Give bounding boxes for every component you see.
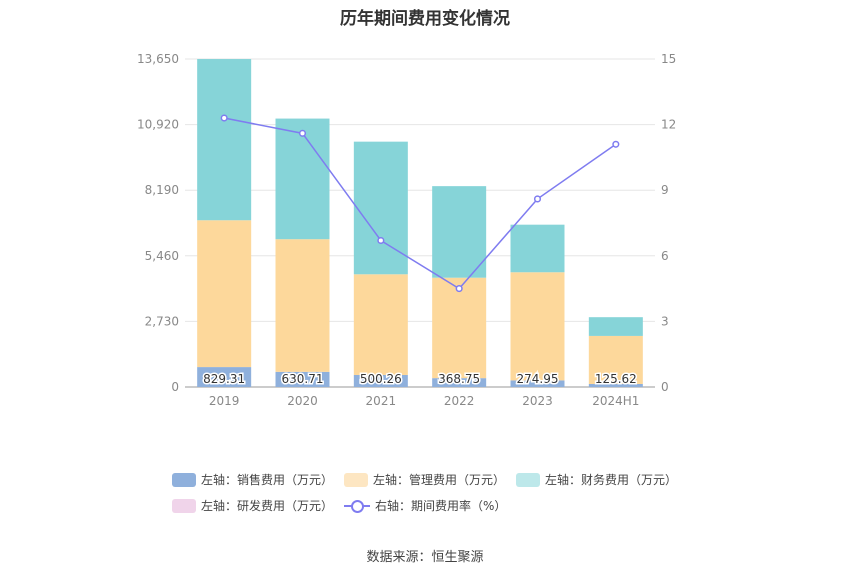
x-tick-label: 2021 (366, 394, 397, 408)
legend-label-rd: 左轴：研发费用（万元） (201, 499, 334, 513)
legend-swatch-finance (516, 472, 540, 487)
bar-segment (353, 274, 408, 375)
rate-point (455, 285, 463, 293)
x-tick-label: 2023 (522, 394, 553, 408)
legend-item-finance[interactable]: 左轴：财务费用（万元） (516, 471, 677, 488)
x-tick-label: 2024H1 (592, 394, 639, 408)
y-left-tick-label: 13,650 (137, 52, 179, 66)
rate-point (377, 236, 385, 245)
legend-swatch-admin (344, 472, 368, 487)
data-label-sales: 125.62 (595, 372, 637, 386)
legend-swatch-rd (172, 498, 196, 513)
bar-segment (275, 118, 330, 240)
data-label-sales: 274.95 (517, 372, 559, 386)
legend-item-rd[interactable]: 左轴：研发费用（万元） (172, 497, 333, 514)
legend-item-rate[interactable]: 右轴：期间费用率（%） (344, 497, 506, 514)
rate-point (612, 140, 620, 148)
y-right-tick-label: 6 (661, 249, 669, 263)
bar-segment (275, 239, 330, 372)
bar-segment (197, 220, 252, 368)
bar-segment (588, 317, 643, 336)
legend-label-admin: 左轴：管理费用（万元） (373, 473, 506, 487)
legend-item-admin[interactable]: 左轴：管理费用（万元） (344, 471, 505, 488)
data-source: 数据来源：恒生聚源 (366, 550, 484, 565)
bar-segment (353, 141, 408, 275)
y-right-tick-label: 3 (661, 314, 669, 328)
data-label-sales: 368.75 (438, 372, 480, 386)
legend-item-sales[interactable]: 左轴：销售费用（万元） (172, 471, 333, 488)
y-right-tick-label: 12 (661, 118, 676, 132)
data-label-sales: 500.26 (360, 372, 402, 386)
x-tick-label: 2019 (209, 394, 240, 408)
bar-segment (510, 224, 565, 273)
y-right-tick-label: 9 (661, 183, 669, 197)
bar-segment (432, 277, 487, 379)
bar-segment (197, 59, 252, 221)
data-label-sales: 630.71 (282, 372, 324, 386)
x-tick-label: 2022 (444, 394, 475, 408)
bar-segment (588, 383, 643, 387)
bar-segment (432, 378, 487, 387)
legend-label-finance: 左轴：财务费用（万元） (545, 473, 678, 487)
rate-line (224, 117, 617, 290)
bar-segment (353, 374, 408, 387)
y-left-tick-label: 0 (171, 380, 179, 394)
y-right-tick-label: 15 (661, 52, 676, 66)
y-right-tick-label: 0 (661, 380, 669, 394)
bar-segment (510, 272, 565, 381)
legend-label-rate: 右轴：期间费用率（%） (375, 499, 507, 513)
bar-segment (275, 371, 330, 387)
data-label-sales: 829.31 (203, 372, 245, 386)
rate-point (220, 114, 228, 122)
y-left-tick-label: 2,730 (145, 314, 179, 328)
bar-segment (432, 186, 487, 278)
chart-title: 历年期间费用变化情况 (340, 9, 510, 29)
x-tick-label: 2020 (287, 394, 318, 408)
rate-point (533, 195, 542, 203)
y-left-tick-label: 10,920 (137, 118, 179, 132)
legend-swatch-rate (344, 499, 370, 513)
y-left-tick-label: 5,460 (145, 249, 179, 263)
bar-segment (197, 367, 252, 387)
legend-swatch-sales (172, 472, 196, 487)
bar-segment (510, 380, 565, 387)
legend-label-sales: 左轴：销售费用（万元） (201, 473, 334, 487)
rate-point (298, 129, 307, 137)
y-left-tick-label: 8,190 (145, 183, 179, 197)
bar-segment (588, 335, 643, 384)
